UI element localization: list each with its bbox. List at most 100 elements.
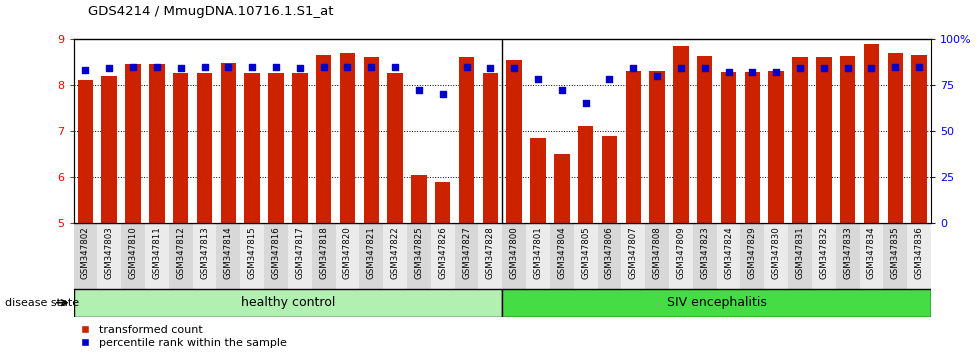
Text: GSM347823: GSM347823 [701,226,710,279]
Text: GSM347829: GSM347829 [748,226,757,279]
Bar [716,223,741,289]
Bar [816,57,832,223]
Point [387,64,403,69]
Bar [269,74,283,223]
Text: GSM347832: GSM347832 [819,226,828,279]
Point [792,65,808,71]
Point [768,69,784,75]
Point [316,64,331,69]
Point [244,64,260,69]
Text: GSM347816: GSM347816 [271,226,280,279]
Text: GSM347812: GSM347812 [176,226,185,279]
Bar [530,138,546,223]
Point [292,65,308,71]
Point [745,69,760,75]
Bar [412,175,426,223]
Text: GSM347805: GSM347805 [581,226,590,279]
Bar [360,223,383,289]
Bar [193,223,217,289]
Bar [455,223,478,289]
Bar [288,223,312,289]
Bar [788,223,811,289]
Point [220,64,236,69]
Point [364,64,379,69]
Text: GSM347821: GSM347821 [367,226,375,279]
Text: GSM347810: GSM347810 [128,226,137,279]
Bar [911,55,927,223]
Bar [122,223,145,289]
Text: GSM347827: GSM347827 [462,226,471,279]
Bar [482,74,498,223]
Bar [197,74,213,223]
Bar [312,223,335,289]
Text: GDS4214 / MmugDNA.10716.1.S1_at: GDS4214 / MmugDNA.10716.1.S1_at [88,5,334,18]
Bar [811,223,836,289]
Bar [669,223,693,289]
Point [101,65,117,71]
Point [269,64,284,69]
Point [482,65,498,71]
Point [840,65,856,71]
Bar [220,63,236,223]
Point [411,88,426,93]
Point [578,101,594,106]
Bar [907,223,931,289]
Bar [264,223,288,289]
Bar [74,223,97,289]
Point [340,64,356,69]
Text: GSM347825: GSM347825 [415,226,423,279]
Bar [217,223,240,289]
Bar [240,223,264,289]
Bar [125,64,141,223]
Point [911,64,927,69]
Bar [645,223,669,289]
Point [125,64,141,69]
Bar [673,46,689,223]
Text: GSM347807: GSM347807 [629,226,638,279]
Bar [554,154,569,223]
Text: GSM347834: GSM347834 [867,226,876,279]
Text: GSM347824: GSM347824 [724,226,733,279]
Bar [526,223,550,289]
Bar [172,74,188,223]
Bar [721,72,736,223]
Bar [435,182,451,223]
Bar [650,71,664,223]
Text: GSM347811: GSM347811 [152,226,162,279]
Point [554,88,569,93]
Bar [768,71,784,223]
Bar [836,223,859,289]
Bar [573,223,598,289]
Text: GSM347803: GSM347803 [105,226,114,279]
Bar [387,74,403,223]
Bar [840,56,856,223]
Bar [292,74,308,223]
Point [149,64,165,69]
Bar [598,223,621,289]
Point [673,65,689,71]
Bar [97,223,122,289]
Bar [888,53,903,223]
Bar [863,44,879,223]
Bar [74,289,502,317]
Legend: transformed count, percentile rank within the sample: transformed count, percentile rank withi… [79,325,287,348]
Text: GSM347835: GSM347835 [891,226,900,279]
Text: GSM347815: GSM347815 [248,226,257,279]
Point [816,65,832,71]
Bar [792,57,808,223]
Bar [550,223,573,289]
Bar [478,223,502,289]
Bar [340,53,355,223]
Bar [407,223,431,289]
Text: GSM347822: GSM347822 [391,226,400,279]
Point [459,64,474,69]
Bar [621,223,645,289]
Bar [602,136,617,223]
Text: GSM347828: GSM347828 [486,226,495,279]
Text: GSM347818: GSM347818 [319,226,328,279]
Bar [335,223,360,289]
Text: disease state: disease state [5,298,79,308]
Text: GSM347802: GSM347802 [81,226,90,279]
Text: GSM347800: GSM347800 [510,226,518,279]
Bar [383,223,407,289]
